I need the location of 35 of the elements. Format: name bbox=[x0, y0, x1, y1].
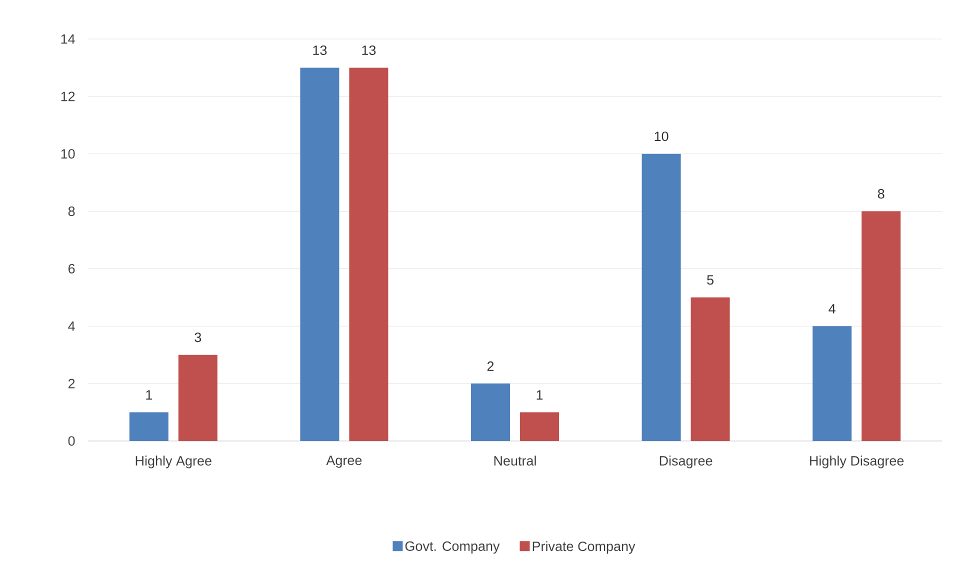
y-tick-label: 6 bbox=[68, 264, 75, 274]
bar bbox=[300, 68, 340, 441]
bar bbox=[690, 297, 730, 441]
y-tick-label: 14 bbox=[61, 34, 75, 44]
y-tick-label: 2 bbox=[68, 378, 75, 388]
x-tick-label: Agree bbox=[326, 456, 362, 468]
y-tick-label: 8 bbox=[68, 206, 75, 216]
data-label: 10 bbox=[654, 132, 668, 142]
data-label: 13 bbox=[362, 45, 376, 55]
data-label: 2 bbox=[487, 361, 494, 371]
bar bbox=[812, 326, 852, 441]
data-label: 1 bbox=[146, 390, 152, 400]
bar bbox=[862, 211, 901, 441]
y-tick-label: 10 bbox=[61, 149, 75, 159]
bar bbox=[520, 412, 560, 441]
data-label: 4 bbox=[828, 304, 836, 314]
legend-label: Private Company bbox=[532, 541, 636, 554]
y-tick-label: 0 bbox=[68, 436, 75, 446]
bar bbox=[471, 384, 510, 441]
x-tick-label: Disagree bbox=[660, 456, 712, 468]
data-label: 5 bbox=[707, 275, 714, 285]
bar bbox=[642, 154, 681, 441]
bar bbox=[349, 68, 388, 441]
legend-label: Govt. Company bbox=[405, 541, 500, 554]
data-label: 1 bbox=[536, 390, 543, 400]
bar bbox=[129, 412, 168, 441]
bar bbox=[178, 354, 218, 441]
data-label: 3 bbox=[194, 332, 202, 342]
data-label: 8 bbox=[878, 189, 884, 199]
data-label: 13 bbox=[313, 45, 327, 55]
x-tick-label: Neutral bbox=[494, 456, 536, 466]
x-tick-label: Highly Agree bbox=[136, 456, 212, 468]
y-tick-label: 4 bbox=[68, 321, 75, 331]
x-tick-label: Highly Disagree bbox=[810, 456, 904, 468]
y-tick-label: 12 bbox=[61, 92, 75, 102]
